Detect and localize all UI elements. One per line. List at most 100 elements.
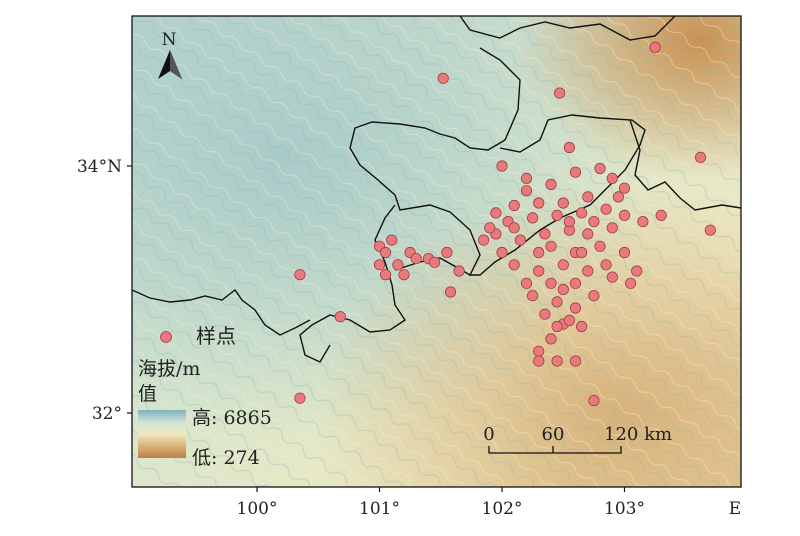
sample-point (496, 160, 508, 172)
sample-point (477, 234, 490, 246)
sample-point (588, 216, 600, 228)
north-label: N (162, 30, 177, 50)
sample-point (484, 222, 496, 234)
sample-point (600, 259, 612, 271)
sample-point (520, 277, 533, 289)
sample-point (373, 259, 386, 271)
sample-point (618, 209, 631, 221)
sample-point (569, 166, 582, 178)
sample-point (539, 308, 551, 320)
sample-point (569, 355, 582, 367)
sample-point (428, 256, 441, 268)
border-upper-loop (349, 47, 646, 276)
scalebar-label-0: 0 (483, 424, 494, 445)
sample-point (553, 87, 566, 99)
sample-point (694, 151, 707, 163)
sample-point (631, 265, 643, 277)
sample-point (508, 199, 520, 212)
sample-point (582, 191, 594, 203)
sample-point (582, 265, 594, 277)
sample-point (398, 269, 410, 281)
sample-point (496, 246, 508, 259)
sample-point (453, 265, 465, 277)
map-frame (131, 15, 742, 488)
sample-point (551, 355, 563, 367)
sample-point (588, 290, 600, 302)
sample-point (612, 191, 625, 203)
elevation-raster (132, 16, 741, 487)
sample-point (575, 320, 588, 333)
sample-point (557, 197, 569, 209)
sample-point (545, 333, 557, 345)
legend-elevation-title-line2: 值 (138, 383, 157, 405)
scalebar-line (488, 446, 622, 454)
sample-point (600, 203, 612, 215)
sample-point (557, 259, 569, 271)
x-tick-label: E (729, 499, 741, 519)
sample-point (508, 222, 520, 234)
x-tick-label: 102° (482, 499, 523, 519)
sample-point (551, 209, 563, 221)
border-north (459, 16, 676, 41)
sample-point (582, 228, 594, 240)
sample-point (618, 246, 631, 259)
sample-point (294, 392, 306, 404)
x-tick-label: 103° (604, 499, 645, 519)
sample-point (545, 240, 557, 252)
legend-elevation-title: 海拔/m (138, 358, 200, 380)
sample-point (563, 216, 576, 228)
sample-point (624, 277, 637, 289)
sample-point (588, 394, 600, 407)
sample-point (539, 228, 551, 240)
y-tick-label: 32° (92, 404, 122, 424)
sample-point (533, 345, 545, 357)
sample-point (637, 216, 649, 228)
sample-point (533, 246, 545, 259)
sample-point (575, 246, 588, 259)
legend-sample-label: 样点 (196, 324, 236, 348)
sample-point (444, 286, 457, 298)
sample-point (575, 207, 588, 219)
sample-point (490, 207, 502, 219)
scale-bar: 0 60 120 km (483, 424, 672, 454)
sample-point (606, 222, 618, 234)
sample-point (533, 265, 545, 277)
x-tick-label: 100° (237, 499, 278, 519)
sample-point (606, 271, 618, 283)
sample-point (557, 283, 569, 296)
sample-point (294, 269, 306, 281)
sample-point (545, 277, 557, 289)
y-tick-label: 34°N (77, 157, 122, 177)
sample-point (392, 259, 404, 271)
sample-point (563, 141, 576, 154)
legend-low-label: 低: 274 (192, 447, 260, 469)
scalebar-label-60: 60 (542, 424, 565, 445)
sample-point (520, 172, 533, 184)
sample-point (379, 269, 392, 281)
sample-point (563, 314, 576, 326)
legend-color-ramp (138, 410, 186, 458)
sample-point (655, 209, 667, 221)
sample-point (526, 212, 539, 224)
border-west (132, 288, 311, 336)
sample-point (520, 185, 533, 197)
legend-high-label: 高: 6865 (192, 407, 272, 429)
sample-point (569, 277, 582, 289)
sample-point (508, 259, 520, 271)
axis-ticks: 100° 101° 102° 103° E 34°N 32° (77, 157, 741, 519)
sample-point (437, 72, 449, 84)
sample-point (594, 162, 606, 175)
sample-point (551, 296, 563, 308)
sample-point (606, 172, 618, 184)
sample-point (594, 240, 606, 252)
sample-point (410, 253, 422, 265)
sample-point (514, 234, 527, 246)
sample-point (569, 302, 582, 314)
scalebar-label-120: 120 km (604, 424, 672, 445)
sample-point (704, 224, 716, 236)
sample-point (618, 182, 631, 194)
sample-point (533, 355, 545, 367)
legend-sample-marker (160, 331, 172, 343)
sample-points (294, 41, 716, 407)
